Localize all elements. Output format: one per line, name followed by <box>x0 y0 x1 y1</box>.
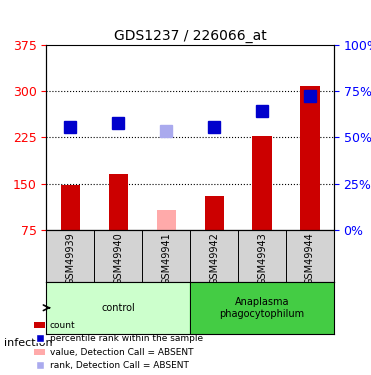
Bar <box>109 174 128 230</box>
Text: infection: infection <box>4 338 52 348</box>
Bar <box>252 135 272 230</box>
Bar <box>46 282 190 334</box>
Bar <box>157 210 176 230</box>
Text: control: control <box>101 303 135 313</box>
Text: GSM49941: GSM49941 <box>161 232 171 285</box>
Bar <box>61 185 80 230</box>
Bar <box>301 86 319 230</box>
Bar <box>204 196 224 230</box>
Text: GSM49940: GSM49940 <box>113 232 123 285</box>
Text: GSM49944: GSM49944 <box>305 232 315 285</box>
Bar <box>190 282 334 334</box>
Text: Anaplasma
phagocytophilum: Anaplasma phagocytophilum <box>220 297 305 318</box>
Legend: count, percentile rank within the sample, value, Detection Call = ABSENT, rank, : count, percentile rank within the sample… <box>34 321 203 370</box>
Title: GDS1237 / 226066_at: GDS1237 / 226066_at <box>114 28 266 43</box>
Text: GSM49942: GSM49942 <box>209 232 219 285</box>
Text: GSM49939: GSM49939 <box>65 232 75 285</box>
Text: GSM49943: GSM49943 <box>257 232 267 285</box>
